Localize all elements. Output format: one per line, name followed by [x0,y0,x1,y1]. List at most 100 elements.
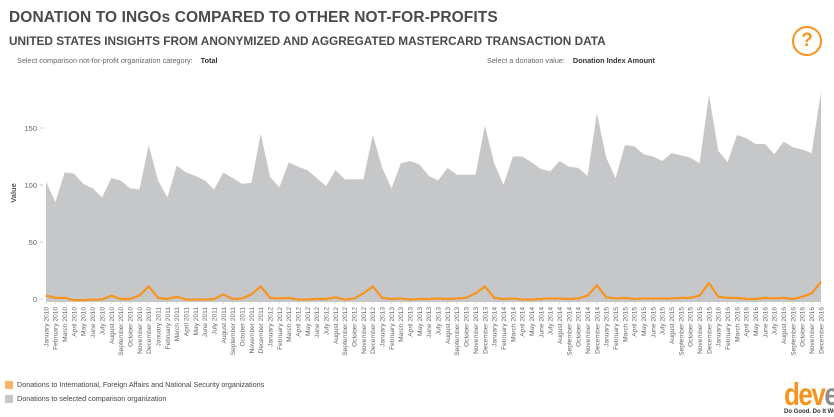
x-tick-label: March 2012 [286,307,293,342]
x-tick-label: January 2010 [43,307,50,347]
y-tick-label: 150 [24,124,37,133]
legend-item-orange[interactable]: Donations to International, Foreign Affa… [5,380,265,390]
y-axis-label: Value [9,183,18,203]
x-tick-label: June 2013 [426,307,433,338]
x-tick-label: April 2010 [71,307,78,337]
y-tick-label: 0 [33,295,37,304]
x-tick-label: April 2012 [296,307,303,337]
x-tick-label: August 2011 [221,307,228,344]
line-series-ingo [45,281,822,302]
x-tick-label: November 2013 [473,307,480,354]
x-tick-label: January 2012 [267,307,274,347]
x-tick-label: June 2011 [202,307,209,338]
x-tick-label: October 2012 [352,307,359,347]
x-tick-label: August 2010 [109,307,116,344]
page-subtitle: UNITED STATES INSIGHTS FROM ANONYMIZED A… [9,34,606,48]
category-filter: Select comparison not-for-profit organiz… [17,56,218,65]
x-tick-label: December 2015 [706,307,713,354]
legend-swatch-orange [5,381,13,390]
x-tick-label: October 2013 [464,307,471,347]
x-tick-label: February 2012 [277,307,284,350]
x-tick-label: March 2010 [62,307,69,342]
logo-wordmark: devex [784,376,834,413]
x-tick-label: April 2013 [408,307,415,337]
x-tick-label: July 2016 [772,307,779,336]
x-tick-label: December 2016 [818,307,825,354]
x-tick-label: October 2014 [576,307,583,347]
x-tick-label: October 2010 [127,307,134,347]
donation-value-filter: Select a donation value: Donation Index … [487,56,655,65]
x-tick-label: June 2015 [650,307,657,338]
x-tick-label: February 2011 [165,307,172,350]
legend-label: Donations to International, Foreign Affa… [17,380,265,389]
x-tick-label: September 2012 [342,307,349,356]
x-tick-label: August 2015 [669,307,676,344]
x-tick-label: May 2010 [81,307,88,336]
x-tick-label: November 2014 [585,307,592,354]
category-filter-dropdown[interactable]: Total [200,56,218,65]
x-tick-label: September 2010 [118,307,125,356]
x-tick-label: August 2014 [557,307,564,344]
x-tick-label: November 2016 [809,307,816,354]
x-tick-label: September 2011 [230,307,237,356]
legend-item-gray[interactable]: Donations to selected comparison organiz… [5,394,167,404]
x-tick-label: June 2014 [538,307,545,338]
help-button[interactable]: ? [792,26,822,56]
x-tick-label: March 2011 [174,307,181,342]
x-tick-label: June 2010 [90,307,97,338]
x-tick-label: May 2014 [529,307,536,336]
x-tick-label: November 2010 [137,307,144,354]
x-tick-label: October 2011 [239,307,246,347]
y-tick-label: 100 [24,181,37,190]
x-tick-label: May 2016 [753,307,760,336]
y-tick-label: 50 [29,238,37,247]
logo-tagline: Do Good. Do It Well.™ [784,409,834,415]
donation-value-filter-label: Select a donation value: [487,56,565,65]
x-tick-label: September 2016 [790,307,797,356]
x-tick-label: January 2015 [604,307,611,347]
x-tick-label: August 2016 [781,307,788,344]
x-tick-label: January 2016 [716,307,723,347]
x-tick-label: October 2015 [688,307,695,347]
x-tick-label: May 2015 [641,307,648,336]
question-mark-icon: ? [801,30,813,51]
x-tick-label: August 2012 [333,307,340,344]
x-tick-label: May 2011 [193,307,200,336]
x-tick-label: June 2016 [762,307,769,338]
x-tick-label: September 2014 [566,307,573,356]
x-tick-label: March 2016 [734,307,741,342]
x-tick-label: January 2011 [155,307,162,347]
devex-logo[interactable]: devex Do Good. Do It Well.™ [784,376,834,415]
x-tick-label: August 2013 [445,307,452,344]
x-tick-label: March 2014 [510,307,517,342]
x-tick-label: July 2010 [99,307,106,336]
x-tick-label: February 2014 [501,307,508,350]
x-tick-label: November 2015 [697,307,704,354]
x-tick-label: September 2013 [454,307,461,356]
page-title: DONATION TO INGOs COMPARED TO OTHER NOT-… [9,9,498,26]
x-tick-label: November 2012 [361,307,368,354]
x-tick-label: October 2016 [800,307,807,347]
x-tick-label: December 2011 [258,307,265,354]
donation-value-dropdown[interactable]: Donation Index Amount [572,56,655,65]
area-series-comparison [46,91,821,303]
x-tick-label: January 2013 [380,307,387,347]
category-filter-label: Select comparison not-for-profit organiz… [17,56,193,65]
x-tick-label: September 2015 [678,307,685,356]
x-tick-label: December 2014 [594,307,601,354]
x-tick-label: December 2012 [370,307,377,354]
x-tick-label: July 2014 [548,307,555,336]
x-tick-label: July 2012 [324,307,331,336]
x-tick-label: April 2016 [744,307,751,337]
x-tick-label: March 2013 [398,307,405,342]
x-tick-label: February 2010 [53,307,60,350]
x-tick-label: May 2013 [417,307,424,336]
x-tick-label: January 2014 [492,307,499,347]
legend-label: Donations to selected comparison organiz… [17,394,167,403]
x-tick-label: April 2014 [520,307,527,337]
x-tick-label: December 2013 [482,307,489,354]
x-tick-label: April 2011 [183,307,190,337]
legend-swatch-gray [5,395,13,404]
x-tick-label: February 2016 [725,307,732,350]
